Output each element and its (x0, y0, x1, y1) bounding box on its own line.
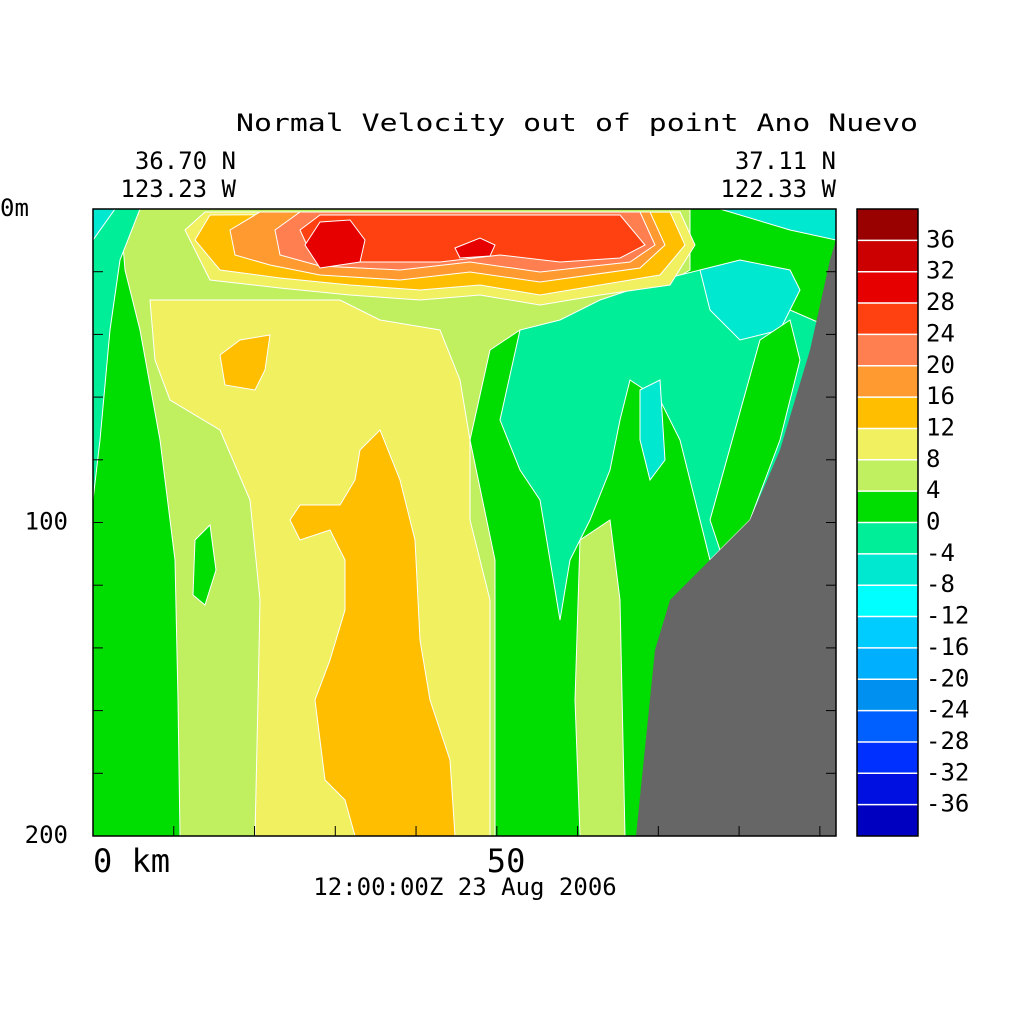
contour-region (574, 519, 626, 836)
colorbar-tick-label: 36 (926, 225, 955, 253)
colorbar-bin (857, 585, 918, 617)
right-lat: 37.11 N (735, 147, 836, 175)
colorbar-tick-label: 16 (926, 382, 955, 410)
colorbar-bin (857, 303, 918, 335)
left-lat: 36.70 N (135, 147, 236, 175)
contour-region (639, 379, 666, 482)
x-tick-label: 0 km (93, 842, 170, 880)
colorbar-tick-label: 24 (926, 319, 955, 347)
colorbar-bin (857, 240, 918, 272)
land (636, 240, 836, 836)
contour-region (709, 319, 801, 551)
colorbar-bin (857, 209, 918, 241)
colorbar-tick-label: -20 (926, 664, 969, 692)
contour-region (699, 259, 801, 341)
contour-region (93, 209, 116, 241)
contour-field (93, 209, 836, 836)
contour-region (192, 523, 217, 606)
colorbar-bin (857, 491, 918, 523)
colorbar-bin (857, 773, 918, 805)
colorbar-frame (856, 208, 919, 837)
colorbar-bin (857, 710, 918, 742)
contour-region (719, 209, 836, 241)
contour-region (93, 209, 141, 501)
left-lon: 123.23 W (120, 175, 236, 203)
colorbar-bin (857, 553, 918, 586)
colorbar-bin (857, 616, 918, 648)
colorbar-tick-label: -32 (926, 758, 969, 786)
chart-title: Normal Velocity out of point Ano Nuevo (236, 109, 918, 137)
colorbar-tick-label: -24 (926, 696, 969, 724)
colorbar-bin (857, 334, 918, 366)
contour-region (454, 237, 496, 259)
colorbar-bin (857, 271, 918, 304)
colorbar-bin (857, 428, 918, 460)
colorbar-tick-label: 32 (926, 257, 955, 285)
contour-region (219, 334, 271, 391)
colorbar-bin (857, 522, 918, 554)
colorbar-bin (857, 647, 918, 680)
y-tick-label: 200 (25, 821, 68, 849)
colorbar-tick-label: -8 (926, 570, 955, 598)
colorbar-tick-label: 12 (926, 413, 955, 441)
colorbar-tick-label: 4 (926, 476, 940, 504)
x-tick-label: 50 (487, 842, 526, 880)
colorbar-tick-label: 28 (926, 288, 955, 316)
date-label: 12:00:00Z 23 Aug 2006 (313, 873, 616, 901)
colorbar-bin (857, 365, 918, 398)
contour-region (289, 429, 456, 836)
colorbar-bin (857, 679, 918, 711)
colorbar-bin (857, 397, 918, 429)
colorbar-tick-label: -4 (926, 539, 955, 567)
colorbar-tick-label: -28 (926, 727, 969, 755)
colorbar-bin (857, 459, 918, 492)
colorbar-tick-label: 20 (926, 351, 955, 379)
contour-region (304, 219, 366, 269)
colorbar-bin (857, 741, 918, 774)
colorbar-tick-label: -16 (926, 633, 969, 661)
y-tick-label: 0m (0, 194, 29, 222)
right-lon: 122.33 W (720, 175, 836, 203)
colorbar-bin (857, 804, 918, 836)
colorbar-tick-label: -12 (926, 602, 969, 630)
colorbar-tick-label: 8 (926, 445, 940, 473)
colorbar-tick-label: -36 (926, 790, 969, 818)
y-tick-label: 100 (25, 508, 68, 536)
colorbar-tick-label: 0 (926, 508, 940, 536)
